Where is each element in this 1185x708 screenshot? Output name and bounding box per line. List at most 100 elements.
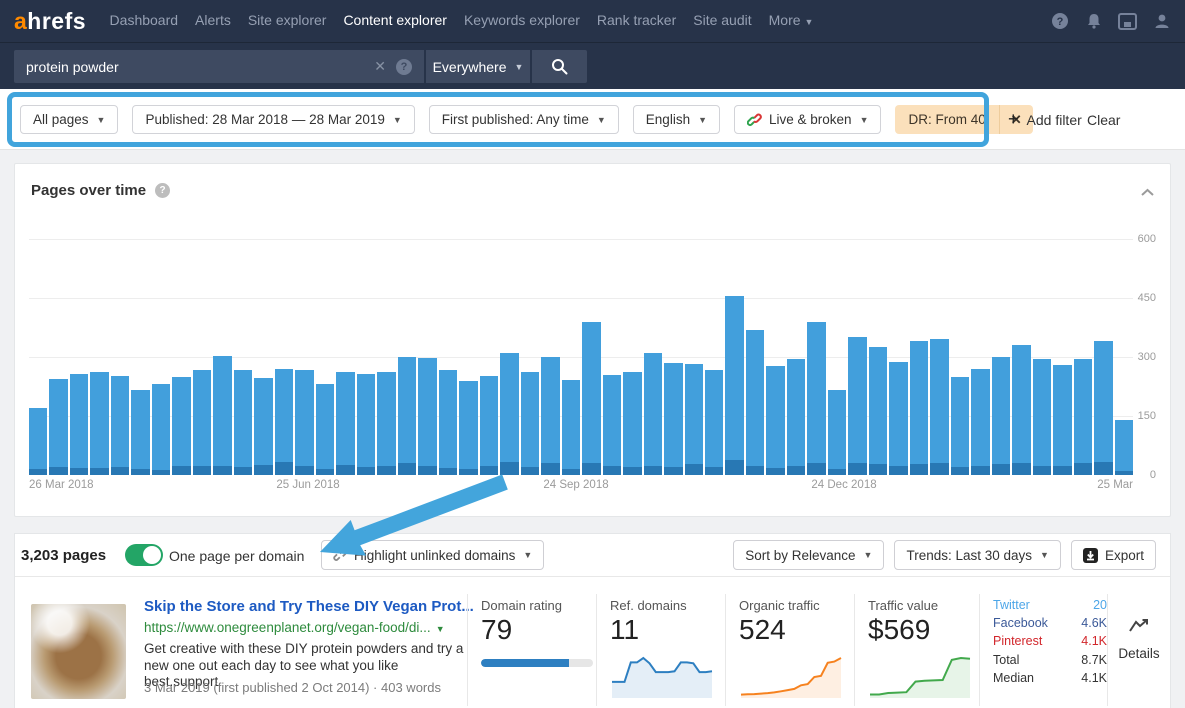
filter-first-published-dropdown[interactable]: First published: Any time ▼ [428,105,619,134]
filter-language-dropdown[interactable]: English ▼ [632,105,720,134]
traffic-value-sparkline [868,650,972,705]
collapse-chart-icon[interactable] [1141,184,1154,202]
x-tick-label: 24 Dec 2018 [811,479,877,491]
plus-icon: + [1008,109,1019,129]
chevron-down-icon: ▼ [804,17,814,27]
chart-help-icon[interactable]: ? [155,183,171,198]
trends-dropdown[interactable]: Trends: Last 30 days ▼ [894,540,1061,570]
ahrefs-logo[interactable]: ahrefs [14,7,87,34]
chart-bar [827,390,847,475]
gridline [29,239,1133,240]
top-nav: ahrefs Dashboard Alerts Site explorer Co… [0,0,1185,42]
clear-filters-button[interactable]: Clear [1087,111,1121,128]
filter-dr-chip[interactable]: DR: From 40 ✕ [895,105,1033,134]
chevron-down-icon[interactable]: ▼ [435,624,445,634]
remove-filter-icon[interactable]: ✕ [1010,111,1022,127]
chart-bar [786,359,806,475]
svg-text:?: ? [1056,16,1063,28]
organic-traffic-sparkline [739,650,843,705]
chart-bar [69,374,89,475]
result-url-link[interactable]: https://www.onegreenplanet.org/vegan-foo… [144,620,445,635]
results-toolbar: 3,203 pages One page per domain Highligh… [15,534,1170,577]
chevron-down-icon: ▼ [392,114,402,125]
nav-item-keywords-explorer[interactable]: Keywords explorer [463,12,580,28]
chart-bar [745,330,765,475]
chart-bar [172,377,191,475]
export-button[interactable]: Export [1070,540,1156,570]
filter-row: All pages ▼ Published: 28 Mar 2018 — 28 M… [20,105,1033,134]
chart-bar [930,339,949,475]
search-scope-dropdown[interactable]: Everywhere ▼ [426,50,530,83]
chart-bar [397,357,417,475]
chevron-down-icon: ▼ [863,550,873,560]
nav-item-site-explorer[interactable]: Site explorer [247,12,327,28]
search-submit-button[interactable] [532,50,587,83]
result-title-link[interactable]: Skip the Store and Try These DIY Vegan P… [144,598,474,615]
x-tick-label: 26 Mar 2018 [29,479,94,491]
chart-bar [90,372,109,475]
organic-traffic-value: 524 [739,614,786,645]
chevron-down-icon: ▼ [96,114,106,125]
chevron-down-icon: ▼ [514,61,524,72]
filter-live-broken-dropdown[interactable]: Live & broken ▼ [734,105,882,134]
column-divider [1107,594,1108,706]
nav-item-alerts[interactable]: Alerts [195,12,231,28]
chevron-down-icon: ▼ [1040,550,1049,560]
sort-dropdown[interactable]: Sort by Relevance ▼ [733,540,885,570]
nav-item-content-explorer[interactable]: Content explorer [343,12,447,28]
chevron-down-icon: ▼ [523,550,533,560]
chart-bar [602,375,622,475]
link-live-broken-icon [747,112,762,127]
nav-item-rank-tracker[interactable]: Rank tracker [596,12,677,28]
one-page-per-domain-toggle[interactable] [125,544,163,566]
help-icon[interactable]: ? [1050,12,1069,31]
chart-bar [438,370,458,475]
search-icon [552,59,568,75]
nav-item-more[interactable]: More ▼ [768,12,814,28]
chart-bar [848,337,867,475]
y-tick-label: 150 [1137,410,1156,422]
y-tick-label: 300 [1137,351,1156,363]
add-filter-button[interactable]: + Add filter [1008,109,1082,129]
ref-domains-sparkline [610,650,714,705]
chart-bar [336,372,355,475]
chart-bar [582,322,601,475]
chart-bar [909,341,929,475]
bell-icon[interactable] [1084,12,1103,31]
y-tick-label: 0 [1149,469,1156,481]
chart-bar [1053,365,1072,475]
chart-bar [213,356,232,475]
search-input[interactable]: protein powder ✕ ? [14,50,424,83]
domain-rating-label: Domain rating [481,598,562,613]
account-icon[interactable] [1152,12,1171,31]
y-tick-label: 600 [1137,233,1156,245]
median-stat: Median 4.1K [993,670,1107,685]
nav-item-site-audit[interactable]: Site audit [693,12,752,28]
filter-published-dropdown[interactable]: Published: 28 Mar 2018 — 28 Mar 2019 ▼ [132,105,415,134]
chart-bar [950,377,970,475]
search-bar-row: protein powder ✕ ? Everywhere ▼ [0,42,1185,89]
chart-bar [725,296,744,475]
trend-zigzag-icon [1129,619,1148,632]
chart-bar [254,378,273,475]
changelog-icon[interactable] [1118,12,1137,31]
social-stats: Twitter 20 Facebook 4.6K Pinterest 4.1K Tot… [993,596,1107,687]
toggle-knob [143,546,161,564]
filter-all-pages-dropdown[interactable]: All pages ▼ [20,105,119,134]
result-description: Get creative with these DIY protein powd… [144,641,464,689]
twitter-stat: Twitter 20 [993,598,1107,612]
chart-bar [500,353,519,475]
organic-traffic-label: Organic traffic [739,598,820,613]
nav-item-dashboard[interactable]: Dashboard [109,12,179,28]
chart-bar [356,374,376,475]
column-divider [979,594,980,706]
gridline [29,357,1133,358]
chart-bar [643,353,663,475]
clear-search-icon[interactable]: ✕ [374,58,386,74]
highlight-unlinked-domains-dropdown[interactable]: Highlight unlinked domains ▼ [321,540,545,570]
chart-bar [1073,359,1093,475]
search-help-icon[interactable]: ? [396,58,412,75]
result-thumbnail[interactable] [31,604,126,699]
details-button[interactable]: Details [1107,618,1171,661]
